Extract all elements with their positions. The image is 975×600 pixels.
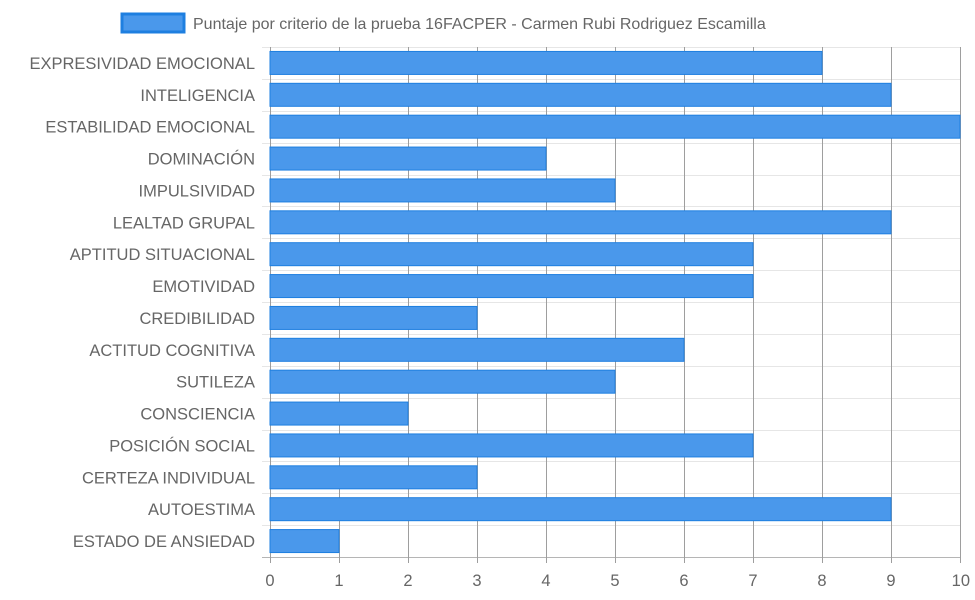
category-label: CERTEZA INDIVIDUAL (82, 469, 255, 487)
bar[interactable] (269, 82, 892, 107)
category-label: POSICIÓN SOCIAL (109, 436, 255, 455)
category-label: ACTITUD COGNITIVA (89, 342, 255, 360)
category-label: IMPULSIVIDAD (139, 182, 256, 200)
x-tick-label: 4 (541, 572, 550, 590)
x-tick-label: 7 (748, 572, 757, 590)
bars (269, 50, 961, 554)
category-label: DOMINACIÓN (148, 150, 255, 169)
category-label: SUTILEZA (176, 374, 255, 392)
x-tick-label: 1 (334, 572, 343, 590)
x-tick-label: 2 (403, 572, 412, 590)
bar[interactable] (269, 433, 754, 458)
category-label: CONSCIENCIA (140, 406, 255, 424)
legend-swatch (120, 12, 186, 34)
category-label: INTELIGENCIA (140, 87, 255, 105)
category-label: AUTOESTIMA (148, 501, 255, 519)
bar[interactable] (269, 529, 340, 554)
bar[interactable] (269, 50, 823, 75)
bar[interactable] (269, 465, 478, 490)
x-tick-label: 10 (952, 572, 970, 590)
category-label: ESTABILIDAD EMOCIONAL (45, 119, 255, 137)
category-label: APTITUD SITUACIONAL (70, 246, 255, 264)
bar[interactable] (269, 114, 961, 139)
category-label: LEALTAD GRUPAL (113, 214, 255, 232)
bar[interactable] (269, 497, 892, 522)
bar[interactable] (269, 178, 616, 203)
bar[interactable] (269, 242, 754, 267)
category-label: CREDIBILIDAD (139, 310, 255, 328)
x-tick-label: 6 (679, 572, 688, 590)
legend[interactable]: Puntaje por criterio de la prueba 16FACP… (120, 12, 766, 34)
category-label: EMOTIVIDAD (152, 278, 255, 296)
bar[interactable] (269, 210, 892, 235)
legend-label: Puntaje por criterio de la prueba 16FACP… (193, 16, 766, 33)
grid (262, 47, 961, 563)
bar[interactable] (269, 369, 616, 394)
x-tick-label: 9 (886, 572, 895, 590)
bar[interactable] (269, 305, 478, 330)
x-axis-labels: 0 1 2 3 4 5 6 7 8 9 10 (265, 572, 970, 590)
bar[interactable] (269, 146, 547, 171)
x-tick-label: 0 (265, 572, 274, 590)
x-tick-label: 3 (472, 572, 481, 590)
x-tick-label: 8 (817, 572, 826, 590)
bar[interactable] (269, 337, 685, 362)
bar[interactable] (269, 401, 409, 426)
category-label: ESTADO DE ANSIEDAD (73, 533, 255, 551)
bar[interactable] (269, 274, 754, 299)
category-label: EXPRESIVIDAD EMOCIONAL (29, 55, 255, 73)
x-tick-label: 5 (610, 572, 619, 590)
y-axis-labels: EXPRESIVIDAD EMOCIONAL INTELIGENCIA ESTABI… (29, 55, 255, 551)
